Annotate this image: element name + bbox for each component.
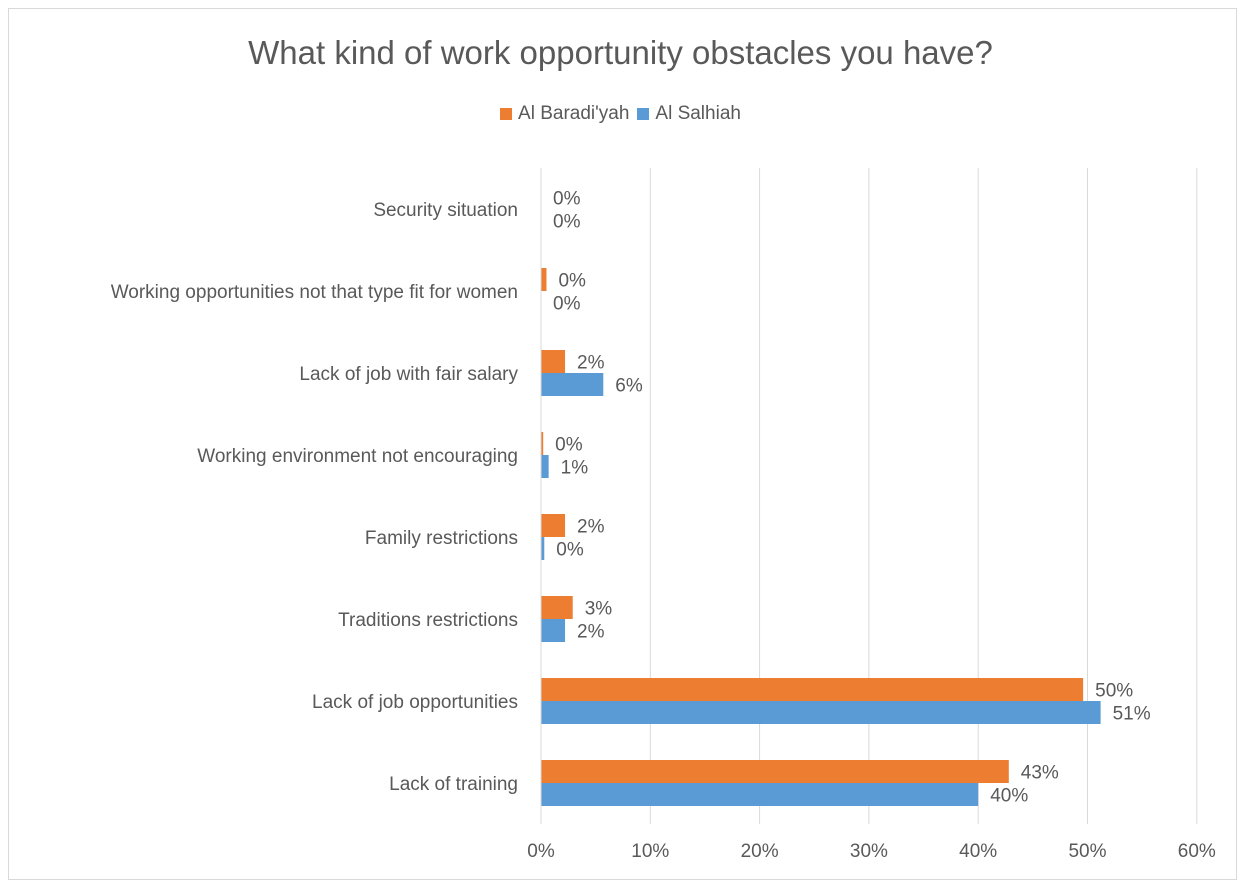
x-tick-label: 30% <box>850 841 888 862</box>
x-tick-label: 50% <box>1068 841 1106 862</box>
category-label: Lack of job with fair salary <box>299 364 518 385</box>
bar <box>541 350 566 373</box>
data-label: 1% <box>561 458 589 479</box>
bar <box>541 619 566 642</box>
x-tick-label: 40% <box>959 841 997 862</box>
data-label: 6% <box>615 376 643 397</box>
data-label: 3% <box>585 599 613 620</box>
legend-item-series-1: Al Baradi'yah <box>500 103 629 125</box>
data-label: 0% <box>555 435 583 456</box>
bar <box>541 783 979 806</box>
data-label: 40% <box>990 786 1028 807</box>
legend-label-series-2: Al Salhiah <box>655 103 741 124</box>
data-label: 2% <box>577 517 605 538</box>
x-tick-label: 60% <box>1178 841 1216 862</box>
category-label: Lack of training <box>389 774 518 795</box>
data-label: 0% <box>558 271 586 292</box>
data-label: 50% <box>1095 681 1133 702</box>
data-label: 0% <box>553 294 581 315</box>
category-label: Working environment not encouraging <box>197 446 518 467</box>
legend-label-series-1: Al Baradi'yah <box>518 103 630 124</box>
data-label: 2% <box>577 622 605 643</box>
data-label: 51% <box>1113 704 1151 725</box>
chart-frame <box>8 8 1237 880</box>
category-label: Working opportunities not that type fit … <box>111 282 518 303</box>
legend-swatch-series-2 <box>637 108 650 120</box>
data-label: 2% <box>577 353 605 374</box>
bar <box>541 373 604 396</box>
data-label: 0% <box>553 189 581 210</box>
bar <box>541 432 544 455</box>
chart-legend: Al Baradi'yah Al Salhiah <box>0 103 1241 125</box>
data-label: 0% <box>553 212 581 233</box>
bar <box>541 537 545 560</box>
bar <box>541 596 573 619</box>
data-label: 0% <box>556 540 584 561</box>
bar <box>541 760 1009 783</box>
bar <box>541 678 1084 701</box>
bar <box>541 455 549 478</box>
category-label: Family restrictions <box>365 528 518 549</box>
x-tick-label: 20% <box>741 841 779 862</box>
data-label: 43% <box>1021 763 1059 784</box>
category-label: Security situation <box>373 200 518 221</box>
bar <box>541 701 1101 724</box>
category-label: Lack of job opportunities <box>312 692 518 713</box>
x-tick-label: 10% <box>631 841 669 862</box>
bar <box>541 514 566 537</box>
bar <box>541 268 547 291</box>
chart-title: What kind of work opportunity obstacles … <box>248 34 993 71</box>
legend-swatch-series-1 <box>500 108 513 120</box>
x-tick-label: 0% <box>527 841 555 862</box>
category-label: Traditions restrictions <box>338 610 518 631</box>
legend-item-series-2: Al Salhiah <box>637 103 741 125</box>
